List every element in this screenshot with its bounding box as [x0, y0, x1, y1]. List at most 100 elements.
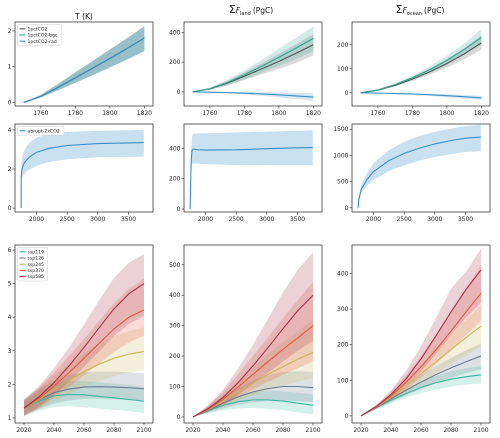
panel-r1c0: 2000 2500 3000 3500 0 2 4 abrupt-2xCO2: [8, 123, 154, 223]
y-tick-label: 0: [345, 413, 349, 420]
y-tick: 0: [177, 206, 184, 213]
y-tick: 4: [8, 127, 15, 134]
y-tick-label: 300: [337, 306, 349, 313]
x-tick-label: 2040: [215, 427, 230, 434]
x-tick-label: 2080: [106, 427, 121, 434]
x-tick: 2100: [473, 423, 489, 434]
x-tick: 3000: [259, 212, 275, 223]
line-1pctCO2-bgc: [360, 37, 482, 94]
x-tick-label: 2040: [46, 427, 61, 434]
y-tick-label: 0: [8, 205, 12, 212]
x-tick-label: 3500: [290, 216, 305, 223]
x-tick: 3000: [90, 212, 106, 223]
band-ssp370: [193, 281, 313, 417]
legend-box: [17, 126, 65, 136]
line-1pctCO2-bgc: [192, 37, 314, 93]
y-tick: 0: [177, 414, 184, 421]
x-tick: 1820: [306, 106, 321, 117]
x-tick-label: 1800: [439, 110, 454, 117]
y-tick-label: 6: [8, 247, 12, 254]
y-tick: 0: [345, 90, 352, 97]
x-tick-label: 2020: [185, 427, 200, 434]
summation-sign: Σ: [229, 3, 236, 16]
x-tick-label: 3500: [458, 216, 473, 223]
x-tick: 1820: [474, 106, 489, 117]
y-tick-label: 1: [8, 64, 12, 71]
y-tick-label: 2: [8, 28, 12, 35]
line-1pctCO2-rad: [23, 37, 145, 103]
x-tick: 2080: [106, 423, 122, 434]
y-tick-label: 0: [177, 89, 181, 96]
y-tick-label: 1500: [333, 126, 348, 133]
y-tick: 4: [8, 314, 15, 321]
y-tick-label: 1000: [333, 152, 348, 159]
panels: 1760 1780 1800 1820 0 1 2 1pctCO21pctCO2-bgc1pc…: [8, 21, 491, 434]
y-tick: 400: [169, 292, 184, 299]
line-ssp245: [360, 325, 482, 417]
x-tick: 1780: [68, 106, 83, 117]
y-tick-label: 500: [337, 179, 349, 186]
legend-label-ssp245: ssp245: [28, 262, 45, 268]
x-tick-label: 2080: [275, 427, 290, 434]
x-tick: 1760: [202, 106, 218, 117]
band-ssp119: [361, 366, 481, 416]
band-1pctCO2-rad: [192, 91, 314, 101]
y-tick-label: 2: [8, 381, 12, 388]
col-title-land-flux: ΣFland (PgC): [229, 3, 274, 17]
axes-frame: [351, 21, 491, 107]
y-tick: 100: [337, 66, 352, 73]
x-tick: 2100: [136, 423, 152, 434]
y-tick-label: 200: [337, 42, 349, 49]
line-ssp245: [23, 350, 145, 410]
axes-frame: [14, 21, 154, 107]
band-1pctCO2-rad: [360, 92, 482, 100]
y-tick: 300: [169, 323, 184, 330]
x-tick: 2500: [396, 212, 412, 223]
y-tick: 0: [177, 89, 184, 96]
x-tick-label: 1780: [405, 110, 420, 117]
line-ssp126: [23, 386, 145, 409]
panel-r1c1: 2000 2500 3000 3500 0 200 400: [169, 123, 323, 223]
y-tick-label: 5: [8, 281, 12, 288]
x-tick: 2060: [413, 423, 429, 434]
y-tick: 1: [8, 64, 15, 71]
x-tick-label: 1760: [370, 110, 385, 117]
panel-r0c2: 1760 1780 1800 1820 0 100 200: [337, 21, 491, 117]
y-tick: 5: [8, 281, 15, 288]
y-tick: 2: [8, 381, 15, 388]
x-tick-label: 3000: [90, 216, 105, 223]
band-ssp119: [193, 390, 313, 417]
legend-label-ssp585: ssp585: [28, 274, 45, 280]
x-tick: 2000: [29, 212, 44, 223]
x-tick: 1760: [33, 106, 49, 117]
x-tick-label: 2080: [443, 427, 458, 434]
x-tick: 2100: [305, 423, 321, 434]
x-tick: 2020: [353, 423, 369, 434]
legend-label-1pctCO2: 1pctCO2: [28, 26, 48, 32]
y-tick-label: 100: [337, 377, 349, 384]
y-tick: 200: [169, 353, 184, 360]
y-tick-label: 0: [177, 414, 181, 421]
y-tick-label: 500: [169, 262, 181, 269]
col-title-ocean-flux: ΣFocean (PgC): [396, 3, 445, 17]
line-1pctCO2-rad: [360, 92, 482, 99]
legend-label-ssp119: ssp119: [28, 249, 45, 255]
y-tick-label: 200: [169, 59, 181, 66]
x-tick-label: 2100: [305, 427, 320, 434]
x-tick-label: 1820: [306, 110, 321, 117]
x-tick: 3500: [290, 212, 305, 223]
y-tick-label: 400: [169, 145, 181, 152]
x-tick: 2500: [59, 212, 75, 223]
panel-r2c2: 2020 2040 2060 2080 2100 0 100 200 300 400: [337, 244, 491, 434]
x-tick: 3500: [458, 212, 473, 223]
band-ssp585: [361, 248, 481, 416]
band-1pctCO2: [360, 35, 482, 93]
y-tick-label: 4: [8, 314, 12, 321]
y-tick: 2: [8, 166, 15, 173]
plot-area: [23, 254, 145, 417]
plot-area: [189, 130, 313, 209]
x-tick-label: 2500: [228, 216, 243, 223]
y-tick-label: 0: [177, 206, 181, 213]
x-tick: 2080: [275, 423, 291, 434]
